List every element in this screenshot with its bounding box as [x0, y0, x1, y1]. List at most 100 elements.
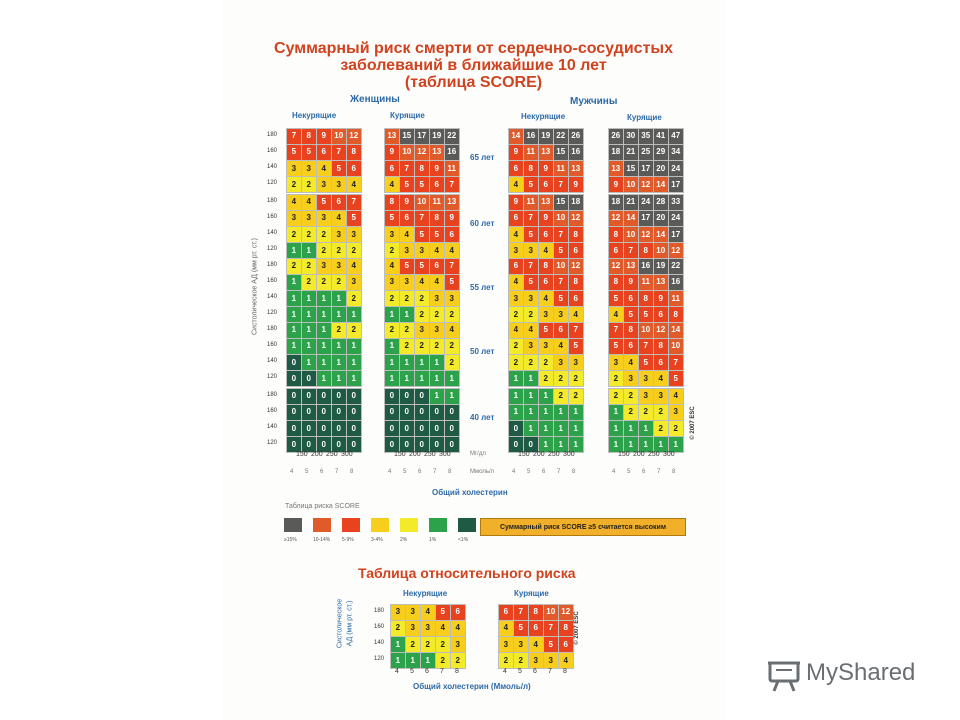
legend-label: 2%: [400, 537, 408, 543]
score-cell: 13: [429, 144, 444, 161]
score-cell: 4: [538, 290, 553, 307]
score-cell: 0: [286, 388, 301, 405]
legend-swatch: [458, 518, 476, 532]
score-cell: 1: [638, 436, 653, 453]
score-cell: 13: [568, 160, 583, 177]
score-cell: 3: [399, 274, 414, 291]
score-cell: 1: [399, 354, 414, 371]
score-cell: 8: [623, 322, 638, 339]
score-cell: 0: [414, 404, 429, 421]
score-cell: 1: [429, 370, 444, 387]
score-cell: 6: [444, 226, 459, 243]
score-cell: 6: [508, 258, 523, 275]
score-cell: 13: [444, 194, 459, 211]
score-cell: 1: [553, 436, 568, 453]
score-cell: 4: [435, 620, 450, 637]
score-cell: 3: [414, 322, 429, 339]
score-cell: 2: [399, 322, 414, 339]
score-cell: 3: [523, 242, 538, 259]
score-cell: 8: [608, 226, 623, 243]
score-cell: 5: [668, 370, 683, 387]
score-cell: 0: [414, 436, 429, 453]
score-cell: 24: [638, 194, 653, 211]
chol-mmol-tick: 5: [527, 469, 531, 475]
score-cell: 11: [429, 194, 444, 211]
bp-row-label: 120: [267, 180, 278, 187]
score-cell: 2: [429, 338, 444, 355]
score-cell: 14: [653, 176, 668, 193]
score-cell: 3: [523, 338, 538, 355]
chol-mmol-tick: 6: [320, 469, 324, 475]
unit-mg-label: Мг/дл: [470, 451, 486, 457]
score-cell: 11: [638, 274, 653, 291]
score-cell: 7: [444, 258, 459, 275]
rel-bp-row-label: 120: [374, 656, 385, 663]
score-cell: 1: [286, 338, 301, 355]
rel-bp-row-label: 160: [374, 624, 385, 631]
score-cell: 5: [331, 160, 346, 177]
score-cell: 12: [638, 226, 653, 243]
score-cell: 0: [444, 436, 459, 453]
score-cell: 4: [444, 322, 459, 339]
score-cell: 6: [508, 160, 523, 177]
chol-mg-tick: 150: [296, 451, 308, 458]
score-cell: 1: [301, 290, 316, 307]
score-cell: 0: [286, 420, 301, 437]
score-cell: 30: [623, 128, 638, 145]
score-cell: 3: [346, 274, 361, 291]
score-cell: 4: [444, 242, 459, 259]
score-cell: 9: [399, 194, 414, 211]
legend-label: 10-14%: [313, 537, 331, 543]
legend-swatch: [371, 518, 389, 532]
score-cell: 19: [653, 258, 668, 275]
chol-mg-tick: 200: [409, 451, 421, 458]
score-cell: 3: [331, 258, 346, 275]
score-cell: 1: [316, 322, 331, 339]
score-cell: 26: [608, 128, 623, 145]
score-cell: 1: [623, 420, 638, 437]
score-cell: 6: [623, 338, 638, 355]
score-cell: 20: [653, 210, 668, 227]
score-cell: 15: [553, 194, 568, 211]
score-cell: 10: [553, 210, 568, 227]
score-cell: 16: [668, 274, 683, 291]
score-cell: 7: [513, 604, 528, 621]
score-cell: 4: [508, 226, 523, 243]
score-cell: 8: [429, 210, 444, 227]
score-cell: 1: [390, 652, 405, 669]
score-cell: 12: [568, 258, 583, 275]
score-cell: 3: [286, 210, 301, 227]
chol-mmol-tick: 7: [335, 469, 339, 475]
bp-row-label: 160: [267, 278, 278, 285]
score-cell: 1: [346, 370, 361, 387]
rel-chol-mmol-tick: 7: [548, 668, 552, 675]
score-cell: 3: [653, 388, 668, 405]
score-cell: 0: [331, 388, 346, 405]
score-cell: 1: [301, 306, 316, 323]
score-cell: 5: [316, 194, 331, 211]
score-cell: 0: [331, 404, 346, 421]
score-cell: 2: [435, 652, 450, 669]
chol-mg-tick: 150: [518, 451, 530, 458]
score-cell: 0: [286, 404, 301, 421]
score-cell: 21: [623, 194, 638, 211]
score-cell: 1: [538, 388, 553, 405]
score-cell: 1: [523, 388, 538, 405]
chol-mg-tick: 150: [394, 451, 406, 458]
score-cell: 17: [414, 128, 429, 145]
score-cell: 5: [543, 636, 558, 653]
score-cell: 6: [608, 242, 623, 259]
score-cell: 6: [508, 210, 523, 227]
score-cell: 2: [286, 176, 301, 193]
score-cell: 12: [608, 258, 623, 275]
score-cell: 3: [331, 176, 346, 193]
score-cell: 1: [399, 306, 414, 323]
rel-chol-mmol-tick: 6: [425, 668, 429, 675]
score-cell: 6: [498, 604, 513, 621]
score-cell: 2: [523, 306, 538, 323]
rel-chol-mmol-tick: 4: [503, 668, 507, 675]
score-cell: 2: [568, 370, 583, 387]
score-cell: 5: [568, 338, 583, 355]
score-cell: 2: [538, 370, 553, 387]
